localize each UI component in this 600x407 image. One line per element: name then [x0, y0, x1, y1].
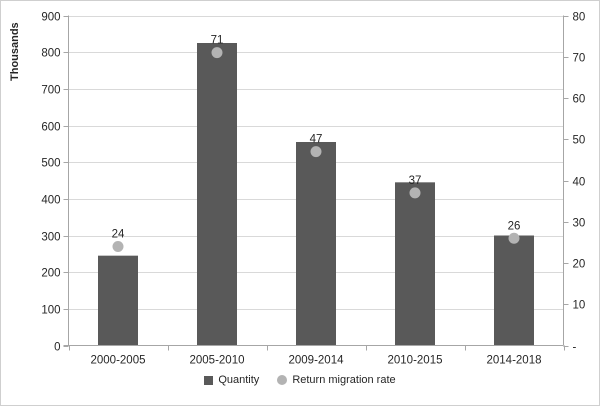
- legend-square-icon: [204, 375, 214, 385]
- x-axis-category-label: 2014-2018: [487, 355, 542, 367]
- right-axis-tick-label: 40: [573, 177, 586, 189]
- dot-2010-2015: [409, 187, 421, 199]
- data-label: 24: [112, 229, 125, 241]
- left-axis-tick-label: 0: [54, 342, 60, 354]
- data-label: 26: [508, 220, 521, 232]
- right-axis-tick-label: 70: [573, 53, 586, 65]
- left-axis-tick-label: 400: [41, 195, 60, 207]
- data-label: 71: [211, 35, 224, 47]
- bar-2014-2018: [494, 235, 534, 346]
- left-axis-tick-label: 700: [41, 85, 60, 97]
- bar-2005-2010: [197, 43, 237, 346]
- dot-2000-2005: [112, 241, 124, 252]
- left-axis-tick-label: 600: [41, 122, 60, 134]
- left-axis-tick-label: 200: [41, 268, 60, 280]
- bar-2009-2014: [296, 142, 336, 346]
- right-axis-tick-label: 10: [573, 300, 586, 312]
- x-axis-category-label: 2005-2010: [190, 355, 245, 367]
- left-axis-title: Thousands: [9, 22, 21, 81]
- bar-2010-2015: [395, 182, 435, 346]
- legend-item-square: Quantity: [204, 374, 259, 386]
- x-axis-category-label: 2010-2015: [388, 355, 443, 367]
- right-axis-tick-label: 80: [573, 12, 586, 24]
- dot-2009-2014: [310, 146, 322, 158]
- data-label: 47: [310, 134, 323, 146]
- right-axis-tick-label: 20: [573, 259, 586, 271]
- right-axis-tick-label: 60: [573, 94, 586, 106]
- bar-2000-2005: [98, 255, 138, 346]
- right-axis-tick-label: -: [573, 342, 577, 354]
- x-axis-category-label: 2000-2005: [91, 355, 146, 367]
- left-axis-tick-label: 100: [41, 305, 60, 317]
- left-axis-tick-label: 300: [41, 232, 60, 244]
- legend-item-circle: Return migration rate: [277, 374, 396, 386]
- left-axis-tick-label: 500: [41, 158, 60, 170]
- right-axis-tick-label: 50: [573, 135, 586, 147]
- x-axis-category-label: 2009-2014: [289, 355, 345, 367]
- dot-2014-2018: [508, 232, 520, 244]
- legend-circle-icon: [277, 375, 288, 385]
- left-axis-tick-label: 800: [41, 48, 60, 60]
- legend-label: Return migration rate: [292, 374, 396, 386]
- dot-2005-2010: [211, 47, 223, 59]
- right-axis-tick-label: 30: [573, 218, 586, 230]
- data-label: 37: [409, 175, 422, 187]
- legend: Quantity Return migration rate: [1, 374, 599, 386]
- legend-label: Quantity: [218, 374, 260, 386]
- left-axis-tick-label: 900: [41, 12, 60, 24]
